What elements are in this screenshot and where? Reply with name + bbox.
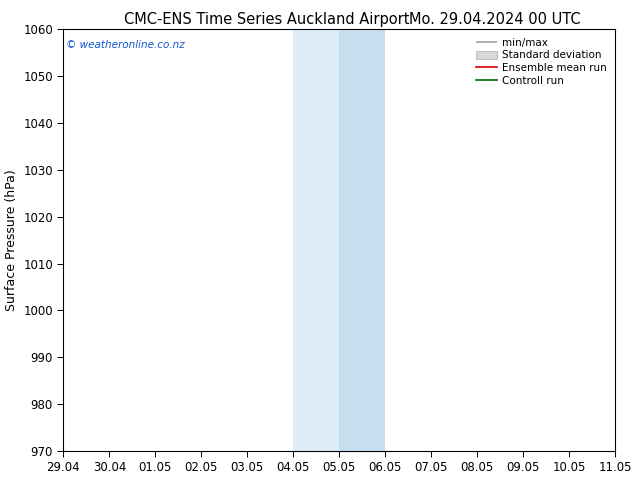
Bar — [339, 29, 385, 451]
Bar — [293, 29, 339, 451]
Text: © weatheronline.co.nz: © weatheronline.co.nz — [66, 40, 185, 50]
Text: CMC-ENS Time Series Auckland Airport: CMC-ENS Time Series Auckland Airport — [124, 12, 409, 27]
Text: Mo. 29.04.2024 00 UTC: Mo. 29.04.2024 00 UTC — [409, 12, 580, 27]
Y-axis label: Surface Pressure (hPa): Surface Pressure (hPa) — [4, 169, 18, 311]
Legend: min/max, Standard deviation, Ensemble mean run, Controll run: min/max, Standard deviation, Ensemble me… — [473, 35, 610, 89]
